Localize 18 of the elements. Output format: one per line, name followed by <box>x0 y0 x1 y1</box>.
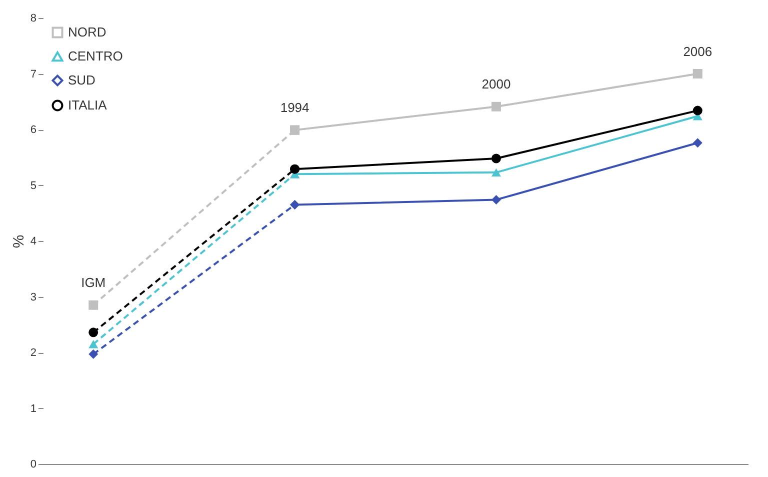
y-tick-label: 4 <box>30 236 36 248</box>
y-tick-label: 2 <box>30 347 36 359</box>
y-tick-label: 0 <box>30 458 36 470</box>
legend-label: CENTRO <box>68 48 123 64</box>
y-tick-label: 5 <box>30 180 36 192</box>
y-tick-label: 6 <box>30 124 36 136</box>
y-tick-label: 7 <box>30 68 36 80</box>
y-tick-label: 3 <box>30 291 36 304</box>
annotation: 2006 <box>683 44 712 59</box>
annotation: IGM <box>81 275 106 290</box>
annotation: 1994 <box>280 100 310 116</box>
y-axis-title: % <box>10 234 28 248</box>
legend-label: NORD <box>68 24 106 40</box>
legend-label: ITALIA <box>68 98 108 112</box>
annotation: 2000 <box>482 76 511 92</box>
y-tick-label: 1 <box>30 402 36 415</box>
y-tick-label: 8 <box>30 12 36 24</box>
legend-label: SUD <box>68 72 96 88</box>
